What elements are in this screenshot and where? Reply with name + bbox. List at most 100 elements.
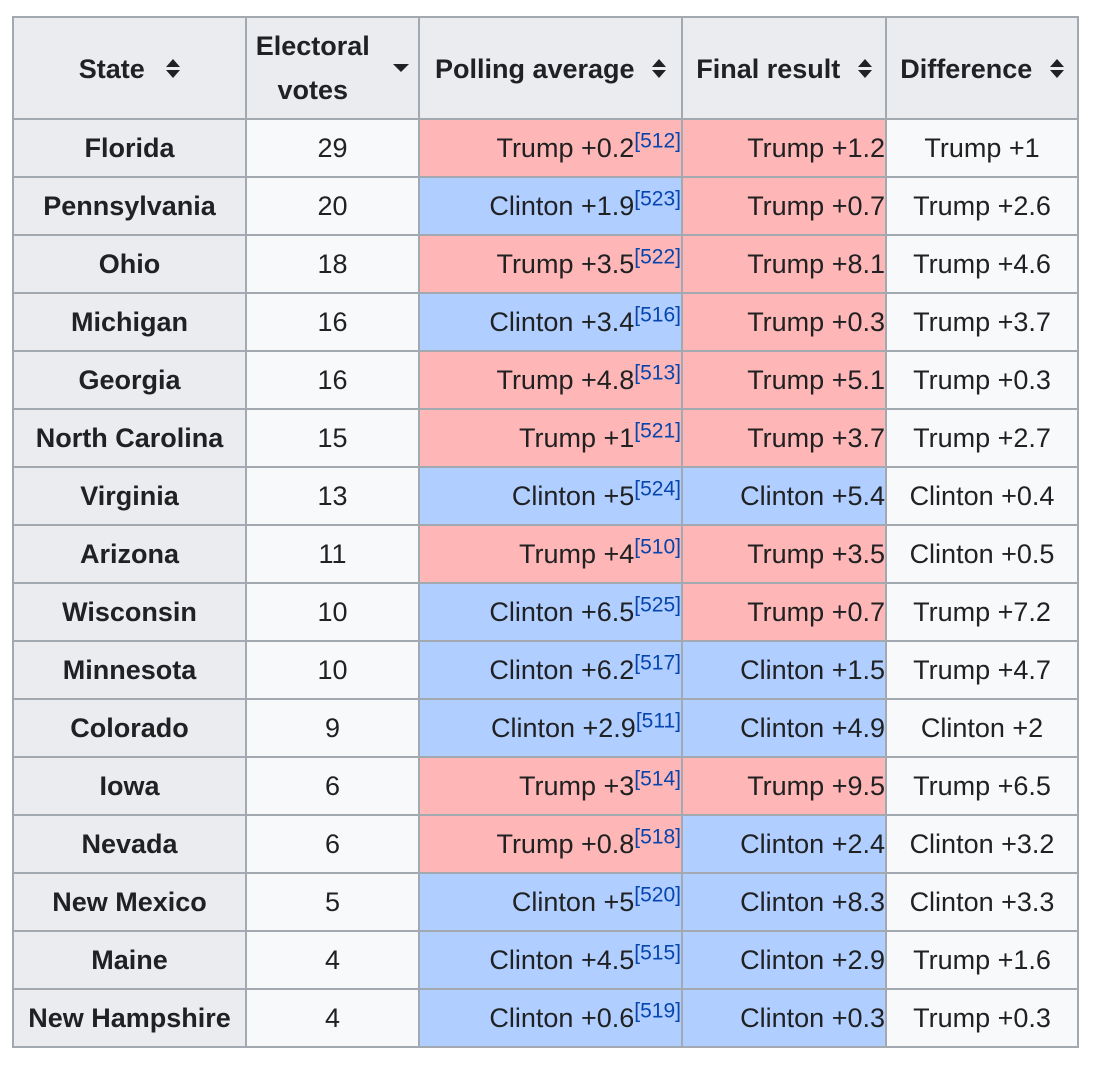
state-name-cell: Arizona [12,524,247,584]
column-header-label: Electoral votes [255,31,370,105]
reference-link[interactable]: [519] [634,999,681,1022]
final-result-cell: Trump +3.7 [681,408,887,468]
reference-link[interactable]: [517] [634,651,681,674]
reference-number[interactable]: 515 [640,941,676,965]
reference-link-text[interactable]: [518] [634,825,681,849]
state-name-cell: New Mexico [12,872,247,932]
sort-both-icon[interactable] [652,58,667,80]
reference-link-text[interactable]: [515] [634,941,681,965]
electoral-votes-cell: 18 [245,234,420,294]
polling-average-cell: Trump +1[521] [418,408,683,468]
reference-link[interactable]: [521] [634,419,681,442]
reference-link-text[interactable]: [512] [634,129,681,153]
reference-number[interactable]: 511 [641,709,676,733]
reference-link[interactable]: [522] [634,245,681,268]
polling-average-value: Trump +0.2 [496,132,635,163]
reference-link-text[interactable]: [513] [634,361,681,385]
final-result-cell: Clinton +1.5 [681,640,887,700]
state-name-cell: Michigan [12,292,247,352]
column-header-final-result[interactable]: Final result [681,16,887,120]
state-name-cell: Colorado [12,698,247,758]
column-header-electoral-votes[interactable]: Electoral votes [245,16,420,120]
table-row: New Hampshire 4 Clinton +0.6[519] Clinton +… [12,988,1079,1048]
electoral-votes-cell: 5 [245,872,420,932]
table-row: Maine 4 Clinton +4.5[515] Clinton +2.9 Trump… [12,930,1079,990]
reference-link-text[interactable]: [511] [635,709,681,733]
column-header-label: Final result [696,53,841,84]
polling-average-cell: Trump +0.2[512] [418,118,683,178]
polling-average-cell: Clinton +4.5[515] [418,930,683,990]
sort-both-icon[interactable] [1049,58,1064,80]
column-header-difference[interactable]: Difference [885,16,1079,120]
reference-link-text[interactable]: [522] [634,245,681,269]
polling-average-value: Trump +4 [518,538,635,569]
difference-cell: Clinton +0.5 [885,524,1079,584]
reference-link-text[interactable]: [510] [634,535,681,559]
table-container: State Electoral votes Polling average Fin… [12,16,1079,1048]
sort-both-icon[interactable] [857,58,872,80]
reference-link-text[interactable]: [519] [634,999,681,1023]
reference-link[interactable]: [525] [634,593,681,616]
reference-number[interactable]: 513 [640,361,676,385]
reference-link-text[interactable]: [517] [634,651,681,675]
reference-link-text[interactable]: [525] [634,593,681,617]
polling-average-value: Clinton +3.4 [489,306,635,337]
reference-link[interactable]: [518] [634,825,681,848]
reference-link-text[interactable]: [523] [634,187,681,211]
reference-link-text[interactable]: [520] [634,883,681,907]
polling-average-cell: Clinton +2.9[511] [418,698,683,758]
reference-link[interactable]: [510] [634,535,681,558]
sort-both-icon[interactable] [166,58,181,80]
polling-average-cell: Trump +4.8[513] [418,350,683,410]
reference-number[interactable]: 525 [640,593,676,617]
column-header-state[interactable]: State [12,16,247,120]
polling-average-cell: Trump +4[510] [418,524,683,584]
reference-link-text[interactable]: [514] [634,767,681,791]
header-row: State Electoral votes Polling average Fin… [12,16,1079,120]
reference-link[interactable]: [511] [636,709,681,732]
reference-link[interactable]: [514] [634,767,681,790]
reference-link[interactable]: [523] [634,187,681,210]
reference-link-text[interactable]: [524] [634,477,681,501]
table-row: Arizona 11 Trump +4[510] Trump +3.5 Clinton … [12,524,1079,584]
reference-number[interactable]: 523 [640,187,676,211]
reference-number[interactable]: 510 [640,535,676,559]
final-result-cell: Trump +1.2 [681,118,887,178]
reference-number[interactable]: 521 [640,419,676,443]
final-result-cell: Trump +0.7 [681,176,887,236]
reference-link-text[interactable]: [521] [634,419,681,443]
reference-number[interactable]: 512 [640,129,676,153]
reference-link-text[interactable]: [516] [634,303,681,327]
reference-number[interactable]: 522 [640,245,676,269]
electoral-votes-cell: 11 [245,524,420,584]
polling-average-value: Clinton +0.6 [489,1002,635,1033]
polling-average-value: Clinton +4.5 [489,944,635,975]
sort-descending-icon[interactable] [393,64,410,72]
reference-number[interactable]: 524 [640,477,676,501]
reference-number[interactable]: 516 [640,303,676,327]
difference-cell: Trump +0.3 [885,988,1079,1048]
difference-cell: Clinton +3.2 [885,814,1079,874]
reference-link[interactable]: [515] [634,941,681,964]
reference-link[interactable]: [516] [634,303,681,326]
table-row: Iowa 6 Trump +3[514] Trump +9.5 Trump +6.5 [12,756,1079,816]
column-header-polling-average[interactable]: Polling average [418,16,683,120]
reference-number[interactable]: 514 [640,767,676,791]
reference-number[interactable]: 518 [640,825,676,849]
electoral-votes-cell: 13 [245,466,420,526]
final-result-cell: Trump +0.3 [681,292,887,352]
difference-cell: Trump +3.7 [885,292,1079,352]
reference-number[interactable]: 519 [640,999,676,1023]
polling-average-cell: Clinton +6.5[525] [418,582,683,642]
reference-link[interactable]: [513] [634,361,681,384]
reference-link[interactable]: [524] [634,477,681,500]
reference-number[interactable]: 517 [640,651,676,675]
state-name-cell: Ohio [12,234,247,294]
final-result-cell: Trump +8.1 [681,234,887,294]
reference-link[interactable]: [512] [634,129,681,152]
reference-number[interactable]: 520 [640,883,676,907]
table-row: North Carolina 15 Trump +1[521] Trump +3.7 T… [12,408,1079,468]
final-result-cell: Trump +9.5 [681,756,887,816]
reference-link[interactable]: [520] [634,883,681,906]
final-result-cell: Trump +5.1 [681,350,887,410]
